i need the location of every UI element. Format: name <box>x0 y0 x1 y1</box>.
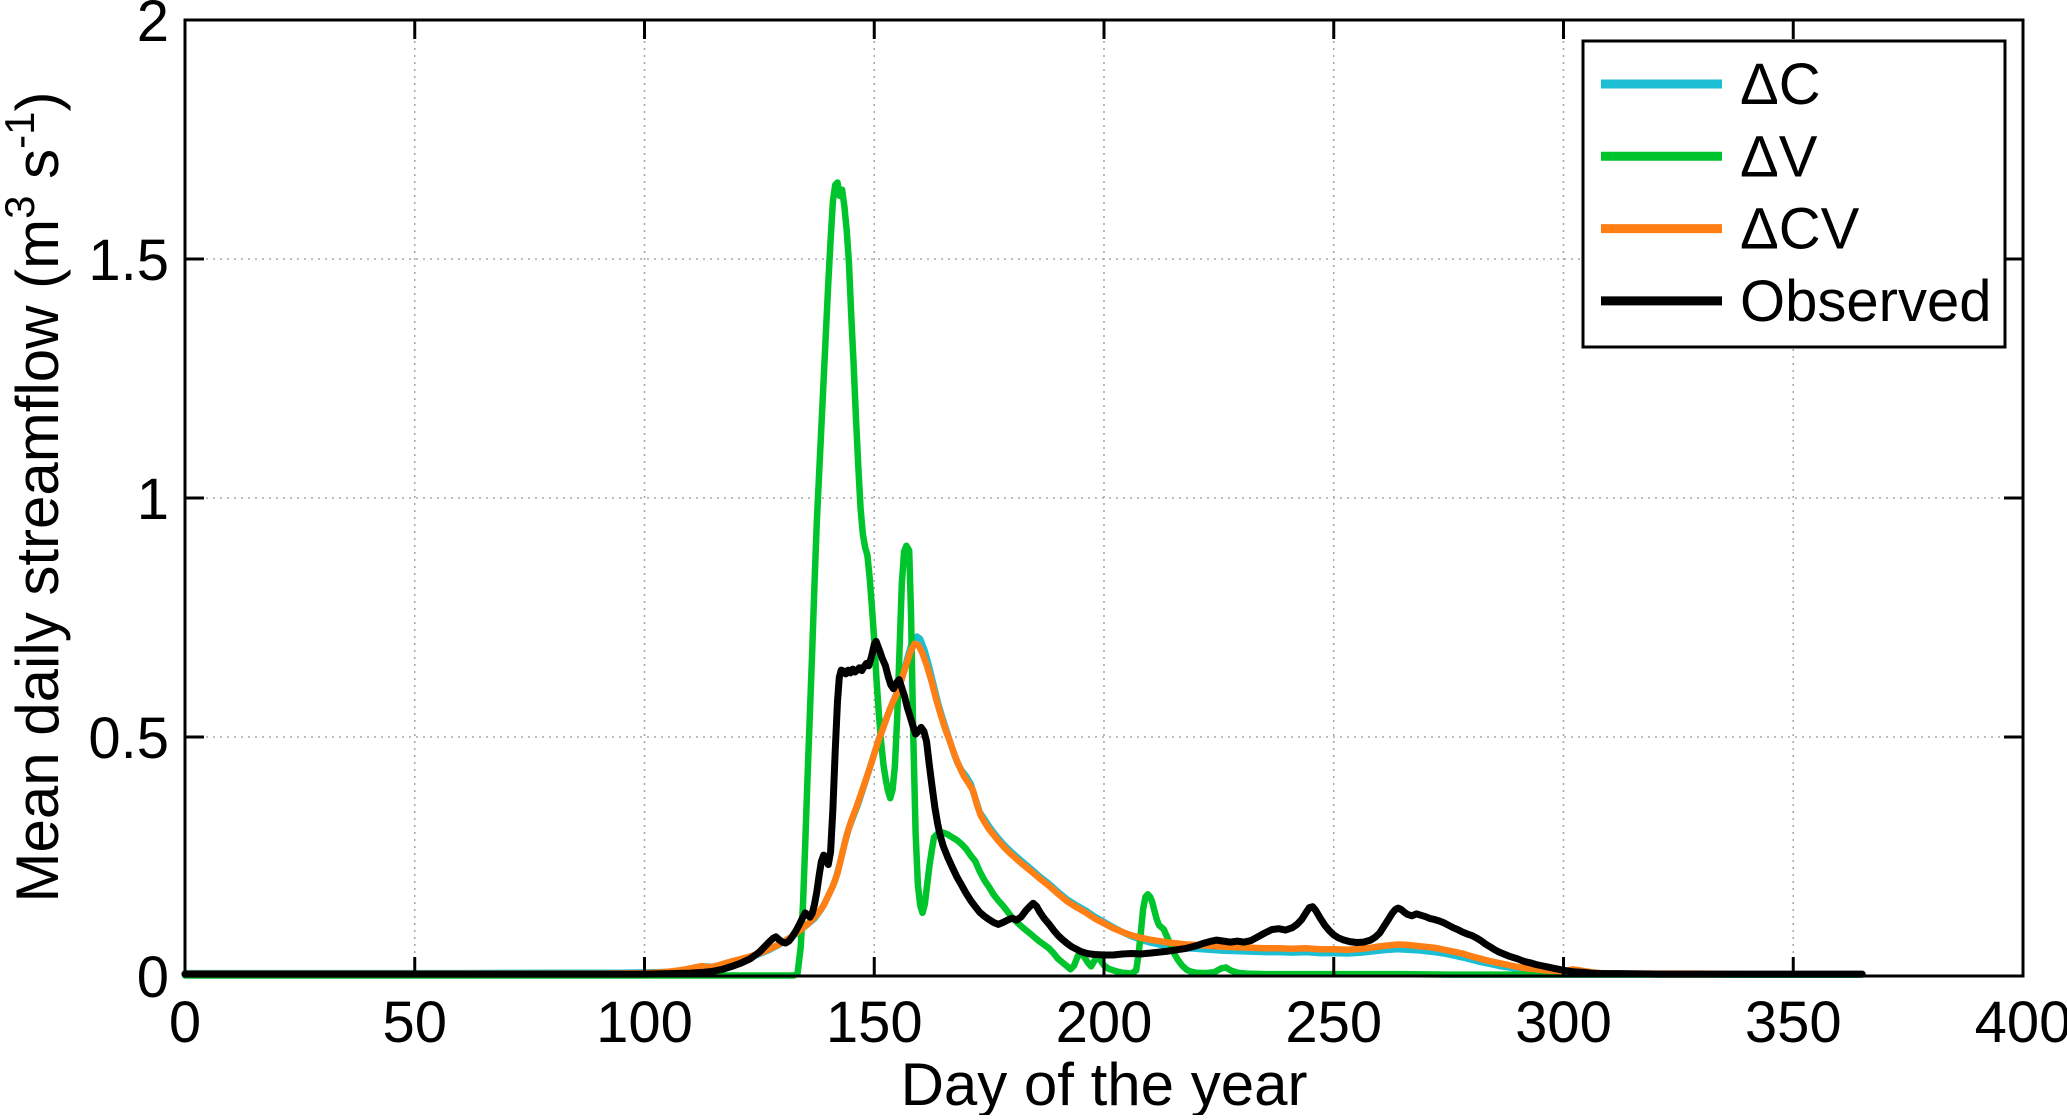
x-axis-title: Day of the year <box>901 1051 1308 1115</box>
legend-entry-delta-v: ΔV <box>1601 124 1818 189</box>
y-tick-label-1: 1 <box>137 467 169 532</box>
y-axis-title: Mean daily streamflow (m3 s-1) <box>0 92 71 903</box>
x-tick-label-300: 300 <box>1515 990 1612 1055</box>
x-tick-label-400: 400 <box>1975 990 2067 1055</box>
x-tick-label-50: 50 <box>382 990 447 1055</box>
legend-entry-observed: Observed <box>1601 269 1991 334</box>
legend-label-observed: Observed <box>1740 269 1991 334</box>
x-tick-label-150: 150 <box>826 990 923 1055</box>
legend-box <box>1581 39 2007 349</box>
x-tick-label-350: 350 <box>1745 990 1842 1055</box>
tick-marks <box>183 18 2025 978</box>
series-lines <box>181 179 1866 979</box>
legend-label-delta-cv: ΔCV <box>1740 197 1860 262</box>
x-tick-label-0: 0 <box>169 990 201 1055</box>
x-tick-label-200: 200 <box>1056 990 1153 1055</box>
y-tick-labels: 0 0.5 1 1.5 2 <box>88 0 169 1010</box>
y-tick-label-0: 0 <box>137 945 169 1010</box>
gridlines <box>185 20 2023 976</box>
series-line-observed <box>181 637 1866 978</box>
legend-label-delta-v: ΔV <box>1740 124 1818 189</box>
legend: ΔC ΔV ΔCV Observed <box>1581 39 2007 349</box>
series-line-delta-v <box>181 179 1866 979</box>
legend-entry-delta-cv: ΔCV <box>1601 197 1860 262</box>
legend-label-delta-c: ΔC <box>1740 52 1821 117</box>
legend-entry-delta-c: ΔC <box>1601 52 1821 117</box>
y-tick-label-2: 2 <box>137 0 169 54</box>
series-line-delta-cv <box>181 640 1866 978</box>
y-tick-label-1.5: 1.5 <box>88 228 169 293</box>
y-tick-label-0.5: 0.5 <box>88 706 169 771</box>
x-tick-label-100: 100 <box>596 990 693 1055</box>
x-tick-label-250: 250 <box>1285 990 1382 1055</box>
x-tick-labels: 0 50 100 150 200 250 300 350 400 <box>169 990 2067 1055</box>
